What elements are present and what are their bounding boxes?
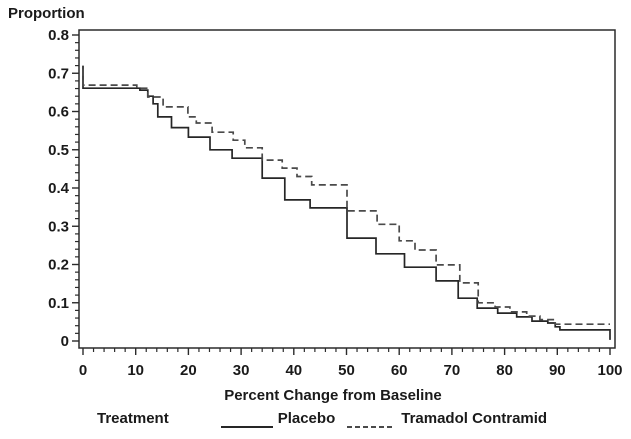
y-tick-label: 0.1 — [48, 295, 69, 312]
x-tick-label: 10 — [127, 362, 144, 379]
x-axis-title: Percent Change from Baseline — [224, 387, 442, 404]
series-placebo — [82, 65, 611, 340]
x-tick-label: 60 — [391, 362, 408, 379]
y-tick-label: 0.3 — [48, 218, 69, 235]
legend-title: Treatment — [97, 409, 169, 427]
series-tramadol-contramid — [82, 68, 610, 326]
x-tick-label: 80 — [496, 362, 513, 379]
tramadol-line-sample-icon — [347, 416, 394, 428]
y-tick-label: 0.5 — [48, 142, 69, 159]
x-tick-label: 70 — [444, 362, 461, 379]
legend-item-placebo: Placebo — [277, 409, 336, 427]
y-tick-label: 0.2 — [48, 257, 69, 274]
x-tick-label: 20 — [180, 362, 197, 379]
y-tick-label: 0.7 — [48, 65, 69, 82]
legend: Treatment Placebo Tramadol Contramid — [97, 409, 548, 428]
placebo-line-sample-icon — [220, 416, 273, 428]
x-tick-label: 0 — [79, 362, 87, 379]
plot-frame — [78, 29, 616, 349]
y-tick-label: 0 — [61, 333, 69, 350]
x-tick-label: 50 — [338, 362, 355, 379]
x-tick-label: 100 — [597, 362, 622, 379]
y-axis-title: Proportion — [8, 5, 85, 22]
x-tick-label: 30 — [233, 362, 250, 379]
x-tick-label: 40 — [285, 362, 302, 379]
y-tick-label: 0.4 — [48, 180, 70, 197]
x-tick-label: 90 — [549, 362, 566, 379]
y-tick-label: 0.6 — [48, 104, 69, 121]
legend-item-tramadol-contramid: Tramadol Contramid — [401, 409, 548, 427]
y-tick-label: 0.8 — [48, 27, 69, 44]
